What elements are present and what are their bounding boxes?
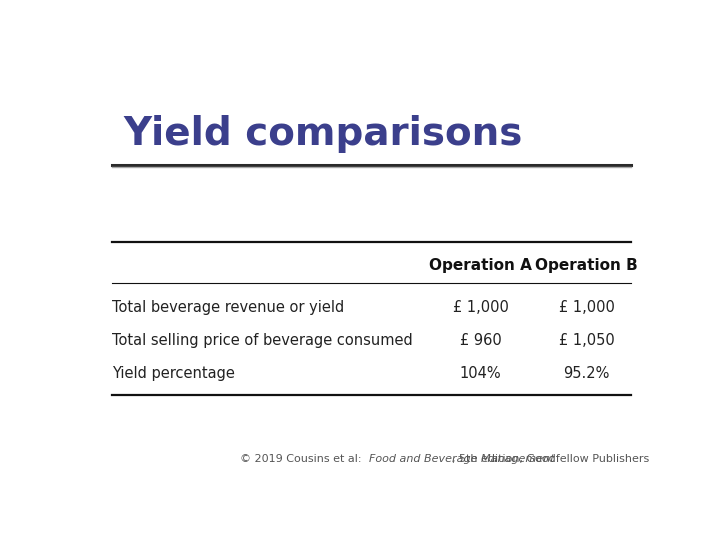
Text: 104%: 104%: [460, 366, 501, 381]
Text: Operation B: Operation B: [535, 258, 638, 273]
Text: Total beverage revenue or yield: Total beverage revenue or yield: [112, 300, 345, 315]
Text: Food and Beverage Management: Food and Beverage Management: [369, 454, 554, 464]
Text: Yield comparisons: Yield comparisons: [124, 114, 523, 153]
Text: Operation A: Operation A: [429, 258, 532, 273]
Text: Yield percentage: Yield percentage: [112, 366, 235, 381]
Text: £ 1,050: £ 1,050: [559, 333, 614, 348]
Text: £ 1,000: £ 1,000: [453, 300, 508, 315]
Text: , 5th edition, Goodfellow Publishers: , 5th edition, Goodfellow Publishers: [452, 454, 649, 464]
Text: Total selling price of beverage consumed: Total selling price of beverage consumed: [112, 333, 413, 348]
Text: £ 1,000: £ 1,000: [559, 300, 615, 315]
Text: © 2019 Cousins et al:: © 2019 Cousins et al:: [240, 454, 369, 464]
Text: £ 960: £ 960: [460, 333, 501, 348]
Text: 95.2%: 95.2%: [564, 366, 610, 381]
